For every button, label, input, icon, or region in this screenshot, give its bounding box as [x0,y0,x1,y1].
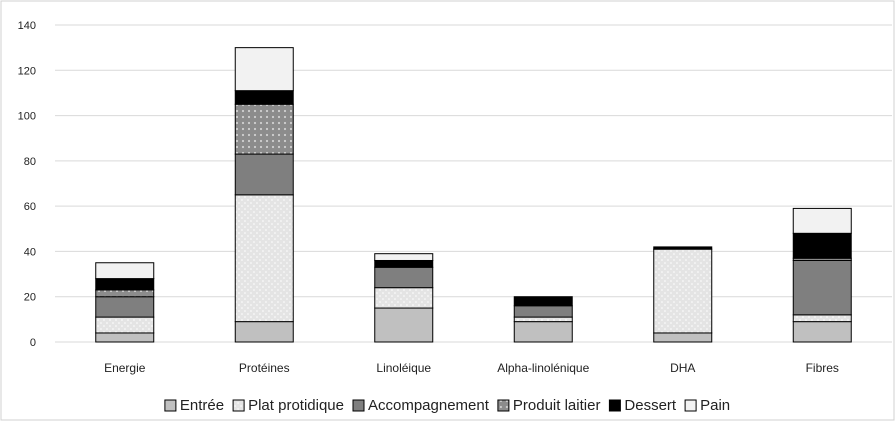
legend-label: Dessert [624,397,677,414]
y-tick-label: 20 [24,292,36,304]
legend-label: Accompagnement [368,397,490,414]
legend-item: Pain [684,397,730,414]
x-tick-label: Energie [104,361,146,375]
bar-segment [792,314,852,323]
bar-segment [513,305,573,318]
bar-segment [374,266,434,289]
legend-item: Entrée [164,397,224,414]
bar-stack [792,207,852,343]
y-tick-label: 100 [18,111,36,123]
bar-segment [234,47,294,92]
bar-segment [234,194,294,323]
bar-segment [792,207,852,234]
bar-stack [374,253,434,343]
bar-segment [374,253,434,261]
bar-segment [95,332,155,343]
legend-label: Pain [700,397,730,414]
bar-segment [653,246,713,250]
bar-segment [95,296,155,318]
legend-swatch [497,399,510,412]
bar-segment [95,278,155,291]
bar-segment [653,248,713,334]
legend-item: Accompagnement [352,397,490,414]
bar-segment [792,259,852,316]
legend-label: Plat protidique [248,397,344,414]
y-tick-label: 40 [24,246,36,258]
bar-stack [95,262,155,343]
x-tick-label: DHA [670,361,695,375]
bar-stack [653,246,713,343]
legend-item: Dessert [608,397,677,414]
bar-segment [234,103,294,155]
x-tick-label: Alpha-linolénique [497,361,589,375]
x-tick-label: Protéines [239,361,290,375]
y-tick-label: 60 [24,201,36,213]
legend-swatch [352,399,365,412]
x-tick-label: Fibres [806,361,839,375]
y-tick-label: 120 [18,65,36,77]
bar-segment [374,307,434,343]
bar-segment [95,262,155,280]
legend-swatch [608,399,621,412]
bar-segment [513,296,573,307]
legend-swatch [164,399,177,412]
bar-segment [95,289,155,298]
legend-swatch [232,399,245,412]
bar-stack [513,296,573,343]
bar-stack [234,47,294,343]
bar-segment [513,321,573,343]
bar-segment [513,316,573,323]
bar-segment [374,287,434,309]
bar-segment [374,259,434,268]
legend-item: Produit laitier [497,397,601,414]
bar-segment [653,332,713,343]
bar-segment [95,316,155,334]
bar-segment [234,153,294,196]
x-tick-label: Linoléique [376,361,431,375]
legend-label: Produit laitier [513,397,601,414]
bar-segment [792,232,852,259]
legend: Entrée Plat protidique Accompagnement Produ… [164,397,730,414]
bar-segment [234,321,294,343]
legend-label: Entrée [180,397,224,414]
bar-segment [792,321,852,343]
legend-swatch [684,399,697,412]
y-tick-label: 0 [30,337,36,349]
y-tick-label: 140 [18,20,36,32]
legend-item: Plat protidique [232,397,344,414]
bar-segment [234,90,294,105]
y-tick-label: 80 [24,156,36,168]
